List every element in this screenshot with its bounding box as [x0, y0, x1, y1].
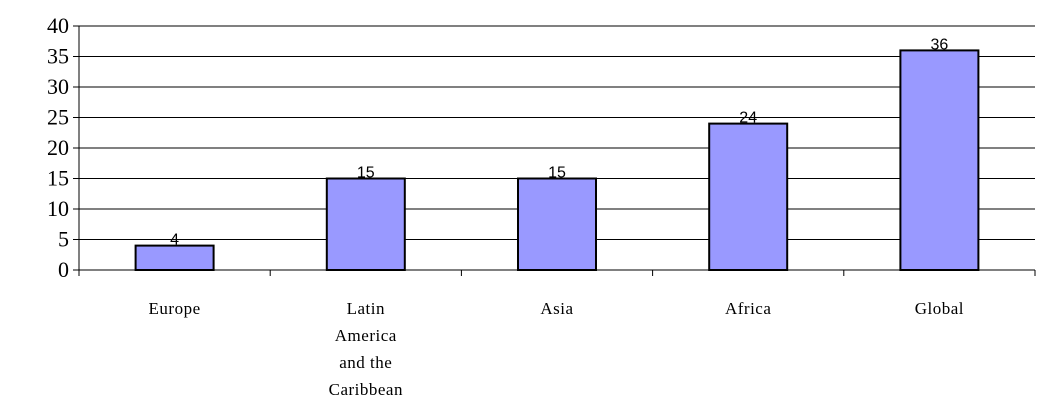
axes: [73, 25, 1036, 276]
y-tick-labels: 0 5 10 15 20 25 30 35 40: [47, 13, 69, 282]
bar: [708, 122, 789, 271]
y-tick-label: 35: [47, 44, 69, 69]
y-tick-label: 25: [47, 105, 69, 130]
x-tick-labels: Europe Latin America and the Caribbean Asia Af…: [149, 299, 964, 399]
bar: [517, 177, 597, 271]
x-tick-label: Africa: [725, 299, 771, 318]
x-tick-label: Asia: [540, 299, 573, 318]
y-tick-label: 40: [47, 13, 69, 38]
y-tick-label: 0: [58, 257, 69, 282]
bar: [134, 244, 215, 272]
bars: [134, 49, 980, 272]
data-labels: 4 15 15 24 36: [170, 36, 948, 248]
y-tick-label: 10: [47, 196, 69, 221]
x-tick-label: Global: [915, 299, 964, 318]
y-tick-label: 15: [47, 166, 69, 191]
data-label: 4: [170, 232, 179, 249]
bar: [325, 177, 406, 271]
data-label: 15: [357, 165, 375, 182]
y-tick-label: 5: [58, 227, 69, 252]
x-tick-label: Europe: [149, 299, 201, 318]
data-label: 36: [931, 36, 949, 53]
data-label: 24: [739, 110, 757, 127]
y-tick-label: 30: [47, 74, 69, 99]
bar: [899, 49, 980, 272]
x-tick-label: Latin America and the Caribbean: [329, 299, 403, 399]
y-tick-label: 20: [47, 135, 69, 160]
data-label: 15: [548, 165, 566, 182]
